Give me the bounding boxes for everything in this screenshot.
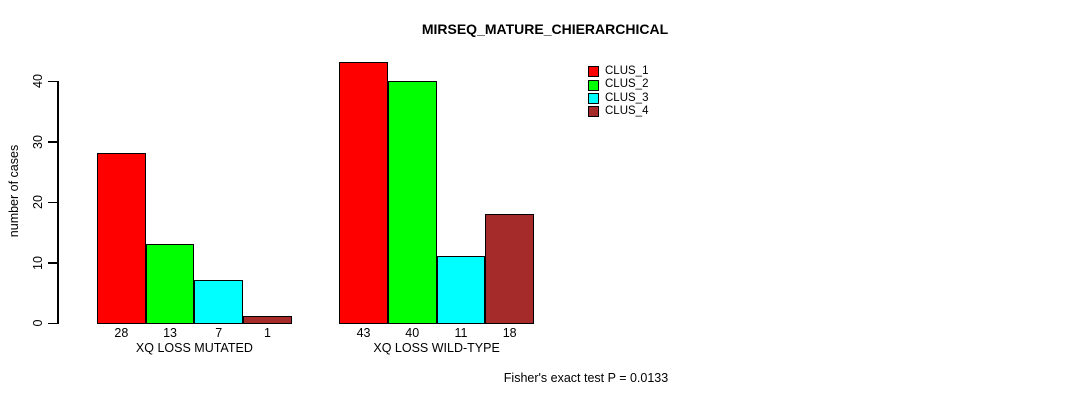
y-tick-label: 30: [30, 134, 45, 149]
legend-label: CLUS_2: [605, 78, 649, 91]
bar-value-label: 13: [163, 325, 177, 340]
bar-value-label: 18: [502, 325, 517, 340]
y-axis-tick: [48, 201, 57, 203]
y-tick-label: 20: [30, 195, 45, 210]
y-axis-label: number of cases: [6, 144, 21, 238]
bar-value-label: 40: [405, 325, 420, 340]
stat-annotation: Fisher's exact test P = 0.0133: [503, 371, 669, 385]
bar-value-label: 11: [454, 325, 468, 340]
legend-item-clus_4: CLUS_4: [588, 105, 648, 118]
bar-value-label: 7: [215, 325, 223, 340]
y-axis-tick: [48, 141, 57, 143]
chart-title: MIRSEQ_MATURE_CHIERARCHICAL: [421, 21, 669, 37]
y-axis-tick: [48, 80, 57, 82]
legend-label: CLUS_1: [605, 64, 649, 77]
legend-label: CLUS_3: [605, 91, 649, 104]
bar-value-label: 28: [114, 325, 129, 340]
legend-item-clus_2: CLUS_2: [588, 78, 648, 91]
legend-swatch-icon: [588, 106, 599, 118]
bar-clus_2-group1: [145, 243, 195, 324]
group-label: XQ LOSS WILD-TYPE: [373, 341, 500, 355]
bar-clus_2-group2: [387, 80, 437, 324]
bar-clus_1-group2: [339, 62, 388, 324]
group-label: XQ LOSS MUTATED: [135, 341, 253, 355]
y-axis-line: [57, 80, 59, 324]
legend-swatch-icon: [588, 79, 599, 91]
legend-item-clus_1: CLUS_1: [588, 65, 648, 78]
bar-value-label: 1: [263, 325, 271, 340]
bar-clus_1-group1: [97, 153, 146, 324]
legend-swatch-icon: [588, 66, 599, 78]
bar-clus_4-group2: [485, 213, 534, 324]
bar-value-label: 43: [356, 325, 371, 340]
legend: CLUS_1 CLUS_2 CLUS_3 CLUS_4: [588, 65, 648, 119]
y-tick-label: 40: [30, 74, 45, 89]
y-axis-tick: [48, 262, 57, 264]
y-tick-label: 10: [30, 255, 45, 270]
bar-clus_4-group1: [243, 316, 292, 324]
bar-clus_3-group2: [436, 255, 486, 324]
bar-clus_3-group1: [194, 280, 244, 324]
y-axis-tick: [48, 322, 57, 324]
legend-label: CLUS_4: [605, 105, 649, 118]
y-tick-label: 0: [30, 319, 45, 327]
legend-swatch-icon: [588, 92, 599, 104]
legend-item-clus_3: CLUS_3: [588, 92, 648, 105]
